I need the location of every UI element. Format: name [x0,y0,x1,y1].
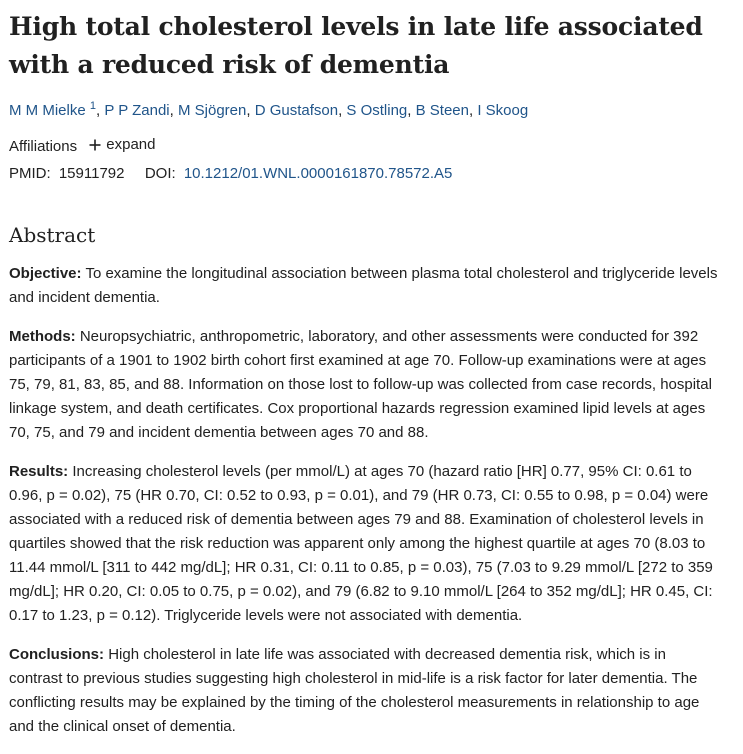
author-link[interactable]: I Skoog [477,102,529,119]
pmid-label: PMID: [9,165,51,182]
abstract-results: Results: Increasing cholesterol levels (… [9,460,721,628]
article-title-line-2: with a reduced risk of dementia [9,50,450,79]
doi-link[interactable]: 10.1212/01.WNL.0000161870.78572.A5 [183,165,453,182]
abstract-objective: Objective: To examine the longitudinal a… [9,262,721,310]
doi-label: DOI: [144,165,176,182]
expand-label: expand [106,136,156,153]
author-link[interactable]: P P Zandi [104,102,170,119]
pmid-value: 15911792 [58,165,125,182]
conclusions-label: Conclusions: [9,646,105,663]
abstract-conclusions: Conclusions: High cholesterol in late li… [9,643,721,739]
objective-text: To examine the longitudinal association … [9,265,718,306]
methods-label: Methods: [9,328,76,345]
objective-label: Objective: [9,265,82,282]
abstract-methods: Methods: Neuropsychiatric, anthropometri… [9,325,721,445]
results-label: Results: [9,463,69,480]
expand-affiliations-button[interactable]: expand [89,134,155,156]
article-title-line-1: High total cholesterol levels in late li… [9,12,703,41]
affiliations-label: Affiliations [9,138,78,155]
results-text: Increasing cholesterol levels (per mmol/… [9,463,713,624]
author-link[interactable]: S Ostling [346,102,408,119]
conclusions-text: High cholesterol in late life was associ… [9,646,700,735]
author-link[interactable]: M Sjögren [177,102,247,119]
article-page: High total cholesterol levels in late li… [9,0,739,754]
author-link[interactable]: B Steen [415,102,469,119]
methods-text: Neuropsychiatric, anthropometric, labora… [9,328,712,441]
author-link[interactable]: D Gustafson [254,102,339,119]
abstract-heading: Abstract [9,223,96,247]
author-link[interactable]: M M Mielke [9,102,86,119]
identifiers-row: PMID: 15911792 DOI: 10.1212/01.WNL.00001… [9,163,739,185]
affiliations-row: Affiliations expand [9,134,739,158]
author-list: M M Mielke 1, P P Zandi, M Sjögren, D Gu… [9,100,529,120]
plus-icon [89,139,101,151]
article-title: High total cholesterol levels in late li… [9,0,739,84]
affiliation-superscript[interactable]: 1 [89,100,96,112]
